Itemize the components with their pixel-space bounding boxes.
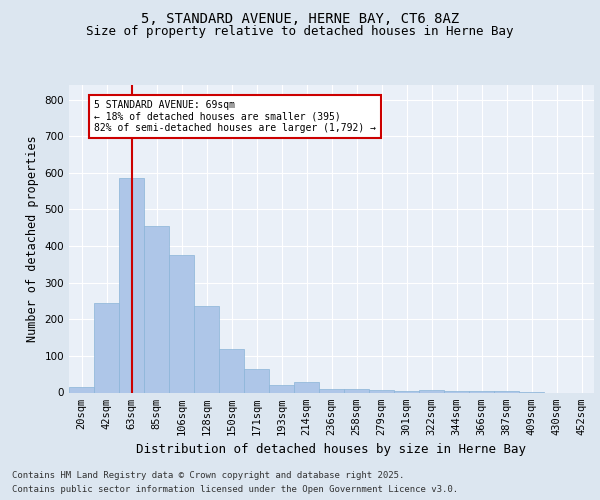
- Bar: [194, 306, 219, 392]
- Text: Size of property relative to detached houses in Herne Bay: Size of property relative to detached ho…: [86, 24, 514, 38]
- Bar: [169, 255, 194, 392]
- X-axis label: Distribution of detached houses by size in Herne Bay: Distribution of detached houses by size …: [137, 443, 527, 456]
- Bar: [369, 390, 394, 392]
- Bar: [244, 368, 269, 392]
- Bar: [269, 385, 294, 392]
- Text: Contains public sector information licensed under the Open Government Licence v3: Contains public sector information licen…: [12, 484, 458, 494]
- Bar: [319, 389, 344, 392]
- Text: Contains HM Land Registry data © Crown copyright and database right 2025.: Contains HM Land Registry data © Crown c…: [12, 472, 404, 480]
- Bar: [94, 303, 119, 392]
- Text: 5, STANDARD AVENUE, HERNE BAY, CT6 8AZ: 5, STANDARD AVENUE, HERNE BAY, CT6 8AZ: [141, 12, 459, 26]
- Bar: [419, 390, 444, 392]
- Bar: [219, 348, 244, 393]
- Bar: [69, 387, 94, 392]
- Bar: [119, 178, 144, 392]
- Bar: [344, 389, 369, 392]
- Bar: [144, 226, 169, 392]
- Y-axis label: Number of detached properties: Number of detached properties: [26, 136, 39, 342]
- Bar: [394, 390, 419, 392]
- Bar: [294, 382, 319, 392]
- Text: 5 STANDARD AVENUE: 69sqm
← 18% of detached houses are smaller (395)
82% of semi-: 5 STANDARD AVENUE: 69sqm ← 18% of detach…: [94, 100, 376, 133]
